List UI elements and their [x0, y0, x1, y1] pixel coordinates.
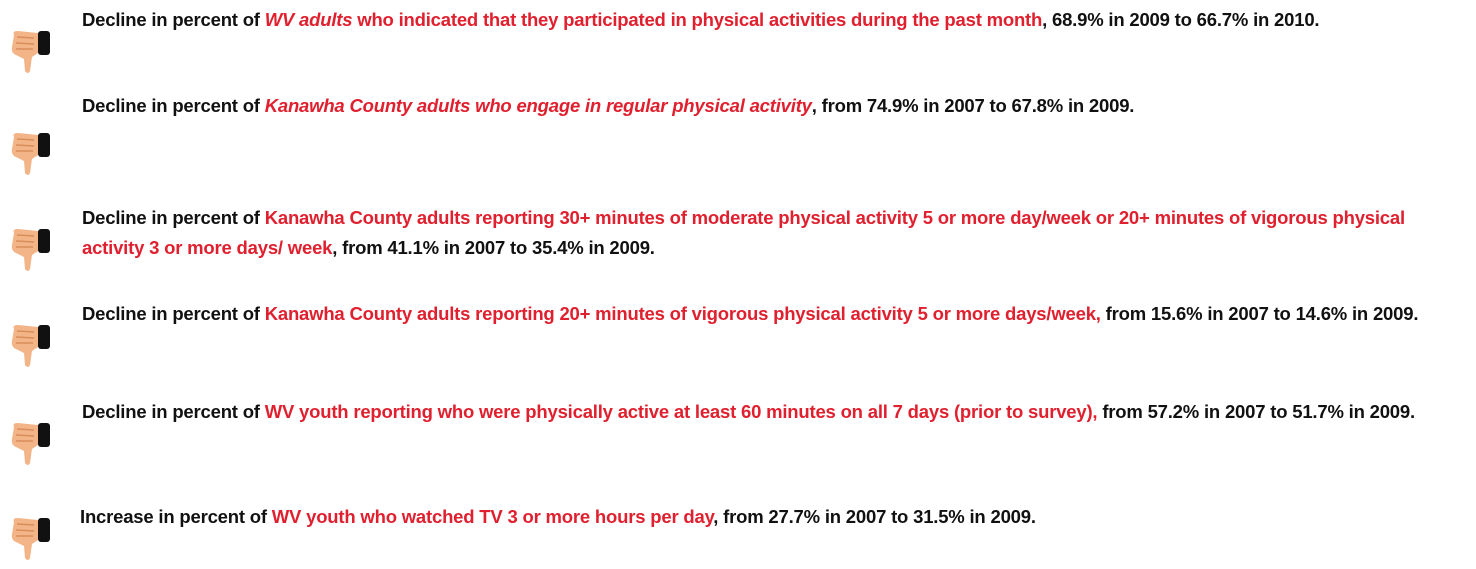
- cuff: [38, 31, 50, 55]
- thumbs-down-icon: [11, 325, 50, 367]
- thumbs-down-icon: [11, 229, 50, 271]
- text-segment: from 57.2% in 2007 to 51.7% in 2009.: [1097, 401, 1415, 422]
- hand: [11, 518, 38, 560]
- thumbs-down-icon: [11, 133, 50, 175]
- text-segment: , from 41.1% in 2007 to 35.4% in 2009.: [332, 237, 655, 258]
- item-text: Decline in percent of Kanawha County adu…: [82, 203, 1467, 263]
- text-segment: , 68.9% in 2009 to 66.7% in 2010.: [1042, 9, 1320, 30]
- hand: [11, 325, 38, 367]
- hand: [11, 229, 38, 271]
- text-segment: , from 27.7% in 2007 to 31.5% in 2009.: [713, 506, 1036, 527]
- fingers: [15, 523, 35, 537]
- text-segment: Decline in percent of: [82, 9, 265, 30]
- thumbs-down-icon: [11, 31, 50, 73]
- text-segment: Kanawha County adults reporting 30+ minu…: [82, 207, 1405, 258]
- text-segment: Decline in percent of: [82, 95, 265, 116]
- page: Decline in percent of WV adults who indi…: [8, 5, 1467, 560]
- thumbs-down-icon: [11, 423, 50, 465]
- cuff: [38, 133, 50, 157]
- fingers: [15, 330, 35, 344]
- icon: [8, 514, 58, 569]
- text-segment: WV youth reporting who were physically a…: [264, 401, 1098, 422]
- cuff: [38, 229, 50, 253]
- fingers: [15, 36, 35, 50]
- text-segment: WV adults: [264, 9, 353, 30]
- item-text: Decline in percent of WV youth reporting…: [82, 397, 1467, 427]
- hand: [11, 133, 38, 175]
- item-text: Decline in percent of Kanawha County adu…: [82, 299, 1467, 329]
- icon: [8, 225, 58, 280]
- hand: [11, 31, 38, 73]
- text-segment: Kanawha County adults who engage in regu…: [264, 95, 812, 116]
- text-segment: WV youth who watched TV 3 or more hours …: [271, 506, 714, 527]
- hand: [11, 423, 38, 465]
- text-segment: Decline in percent of: [82, 303, 265, 324]
- item-text: Increase in percent of WV youth who watc…: [80, 502, 1465, 532]
- item-text: Decline in percent of WV adults who indi…: [82, 5, 1467, 35]
- text-segment: who indicated that they participated in …: [352, 9, 1043, 30]
- text-segment: from 15.6% in 2007 to 14.6% in 2009.: [1100, 303, 1419, 324]
- thumbs-down-icon: [11, 518, 50, 560]
- fingers: [15, 428, 35, 442]
- icon: [8, 27, 58, 82]
- text-segment: Decline in percent of: [82, 401, 265, 422]
- icon: [8, 129, 58, 184]
- icon: [8, 419, 58, 474]
- text-segment: Increase in percent of: [80, 506, 272, 527]
- icon: [8, 321, 58, 376]
- item-text: Decline in percent of Kanawha County adu…: [82, 91, 1467, 121]
- text-segment: Decline in percent of: [82, 207, 265, 228]
- text-segment: Kanawha County adults reporting 20+ minu…: [264, 303, 1101, 324]
- cuff: [38, 325, 50, 349]
- text-segment: , from 74.9% in 2007 to 67.8% in 2009.: [811, 95, 1135, 116]
- cuff: [38, 518, 50, 542]
- fingers: [15, 234, 35, 248]
- fingers: [15, 138, 35, 152]
- cuff: [38, 423, 50, 447]
